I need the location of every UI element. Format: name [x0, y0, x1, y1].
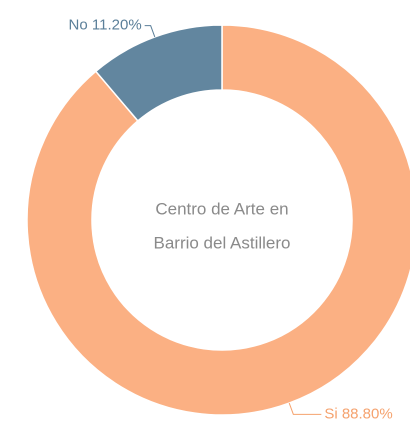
leader-line	[288, 402, 322, 415]
center-text: Centro de Arte en	[155, 199, 288, 218]
center-text: Barrio del Astillero	[153, 233, 290, 252]
data-label: No 11.20%	[69, 17, 142, 34]
data-label: Si 88.80%	[324, 405, 392, 421]
leader-line	[144, 25, 156, 38]
slice	[94, 24, 223, 122]
slice	[26, 24, 410, 416]
